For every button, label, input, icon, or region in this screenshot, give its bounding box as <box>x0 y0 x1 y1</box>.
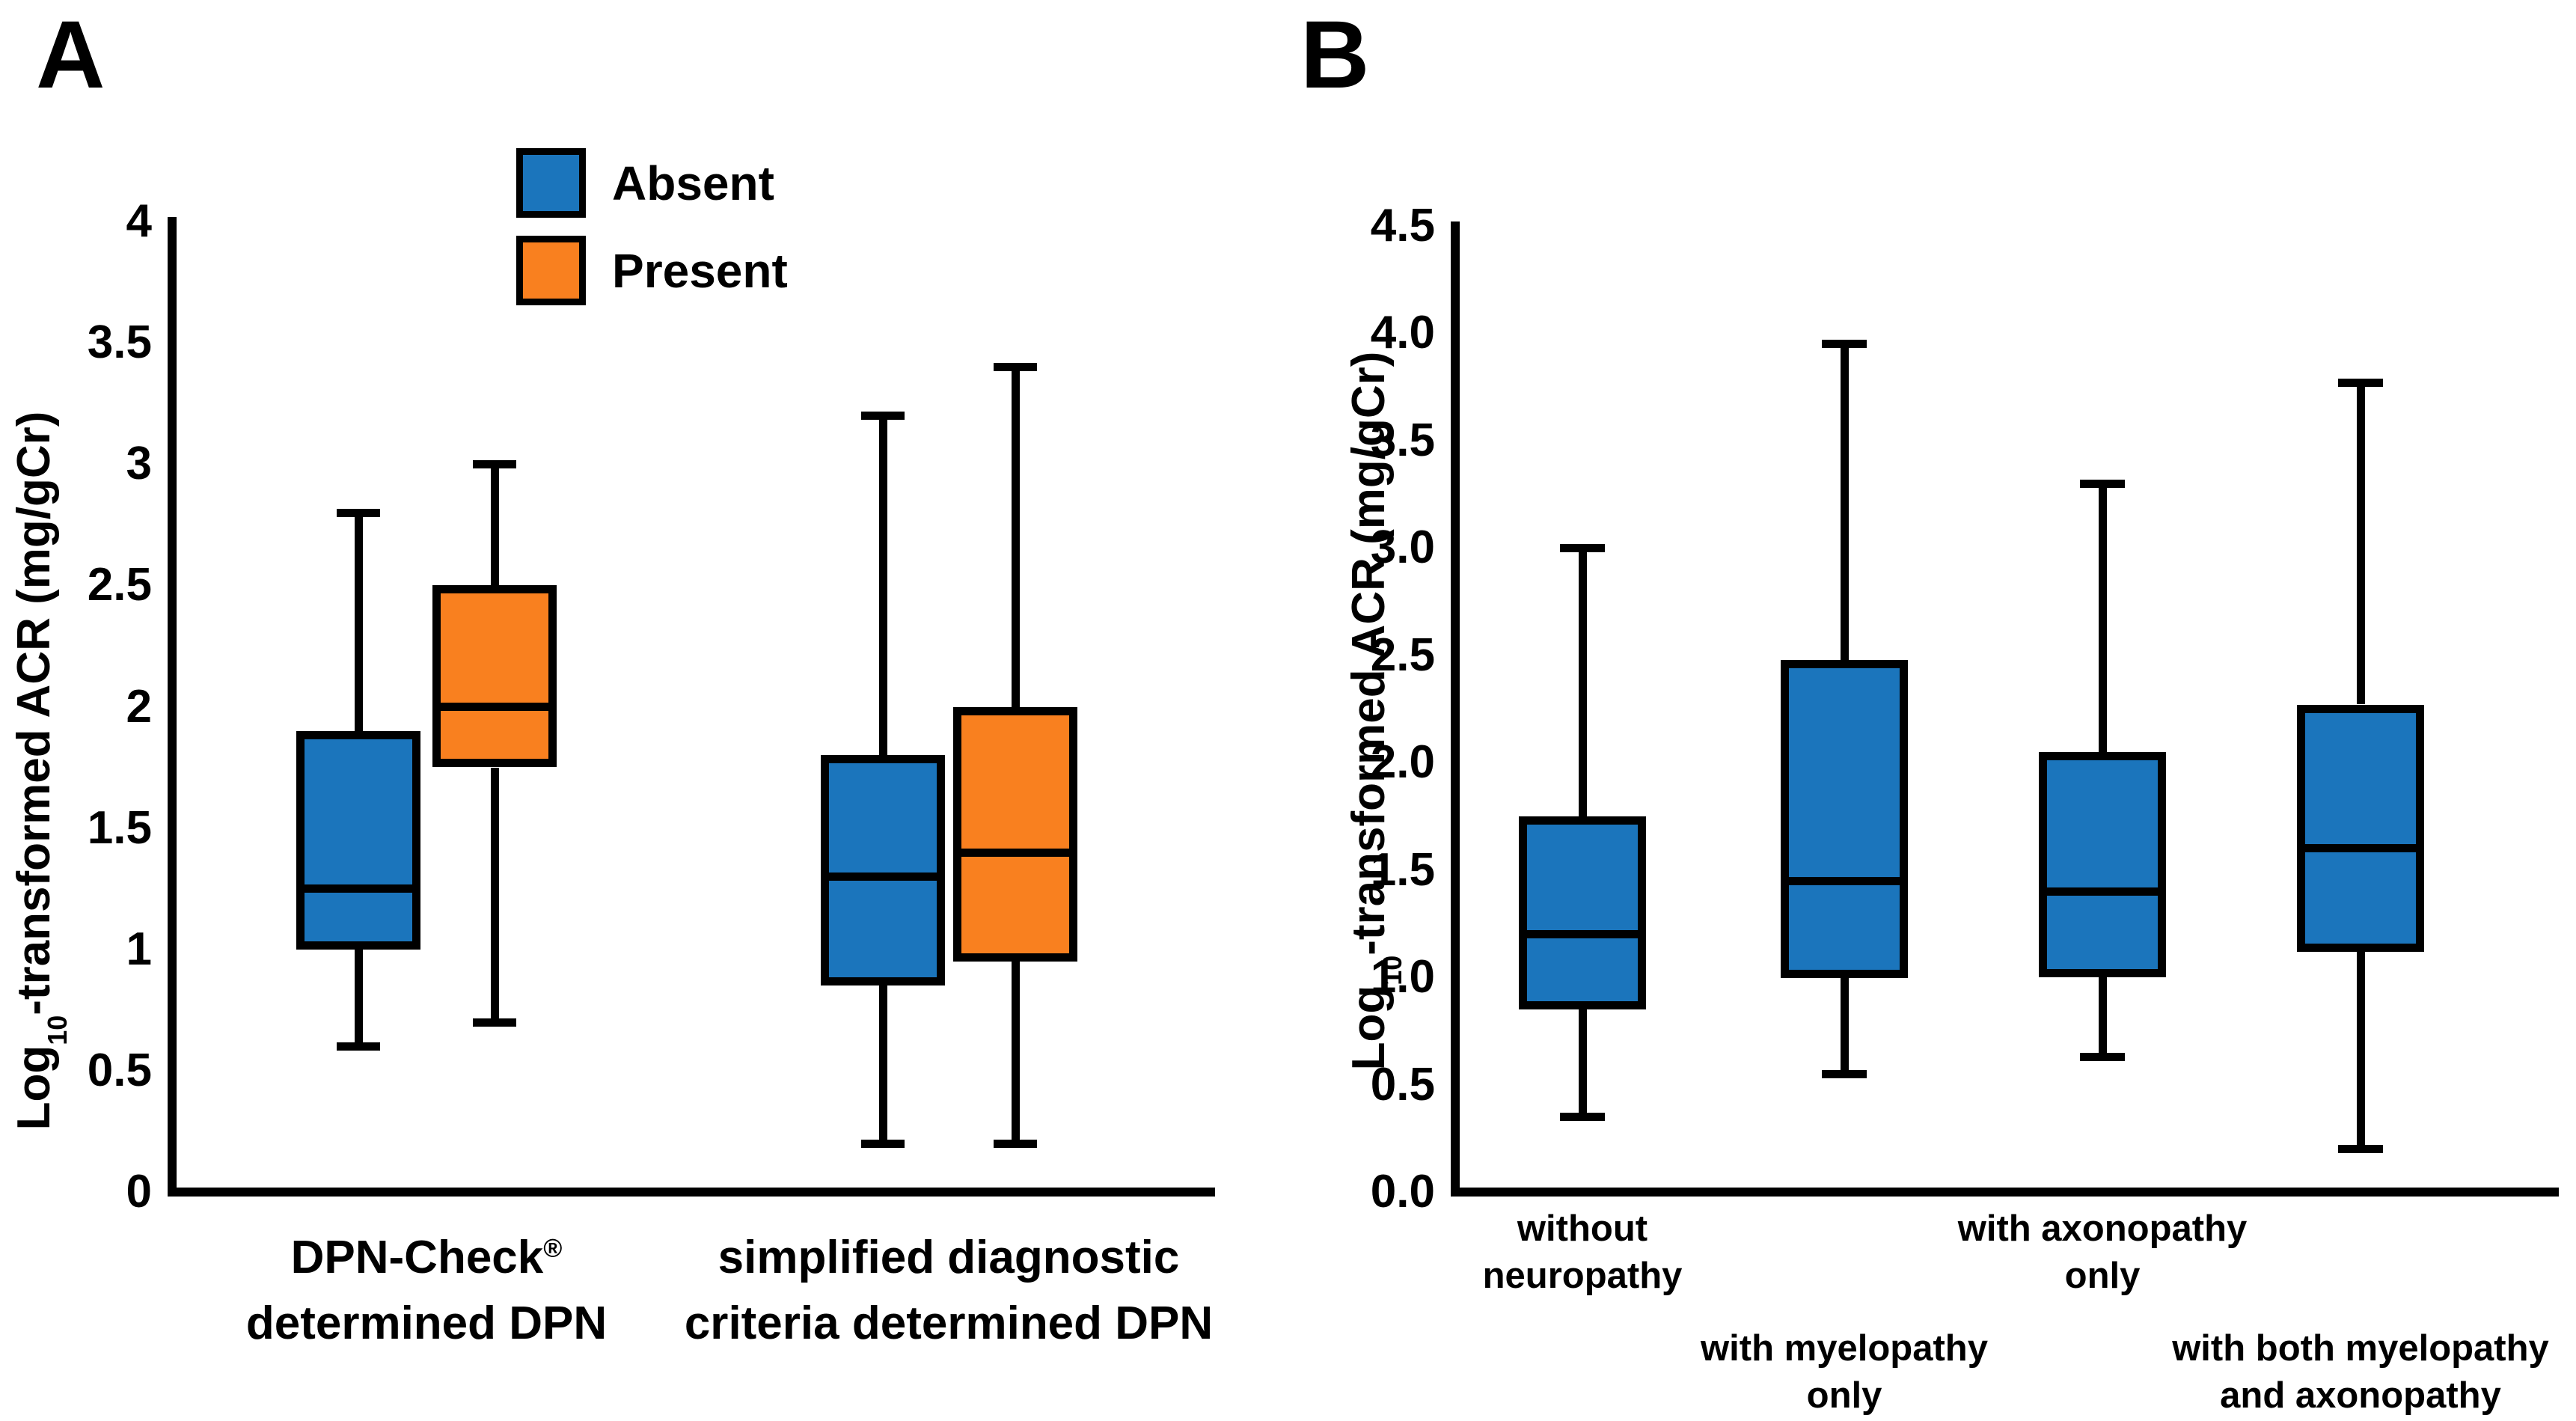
panel-b-without-neuropathy-upper-whisker-cap <box>1560 544 1605 552</box>
group2-absent-median-line <box>821 873 945 881</box>
group1-absent-lower-whisker <box>355 950 363 1047</box>
group2-present-lower-whisker-cap <box>994 1140 1037 1148</box>
panel-a-y-tick-label: 4 <box>126 195 152 247</box>
panel-b-x-category-label: and axonopathy <box>2220 1375 2501 1416</box>
panel-b-y-tick-label: 2.0 <box>1370 736 1435 788</box>
panel-a-x-axis-line <box>168 1188 1215 1197</box>
panel-a-y-tick-label: 2.5 <box>87 559 152 611</box>
panel-a-x-category-label: criteria determined DPN <box>684 1298 1214 1349</box>
panel-b-with-both-myelopathy-and-axonopathy-upper-whisker <box>2357 382 2365 704</box>
panel-b-y-tick-label: 1.5 <box>1370 844 1435 896</box>
group2-absent-upper-whisker-cap <box>861 412 905 420</box>
panel-b-with-myelopathy-only-lower-whisker <box>1841 977 1849 1074</box>
panel-a-y-tick-label: 1 <box>126 923 152 975</box>
panel-b-with-axonopathy-only-box <box>2039 752 2166 977</box>
group1-present-upper-whisker <box>491 464 499 585</box>
group1-absent-upper-whisker-cap <box>337 509 380 517</box>
legend-label-absent: Absent <box>612 156 774 210</box>
legend-label-present: Present <box>612 244 788 298</box>
group1-absent-upper-whisker <box>355 513 363 731</box>
panel-b-with-both-myelopathy-and-axonopathy-box <box>2297 705 2424 952</box>
panel-a-y-axis-line <box>168 217 177 1197</box>
group1-absent-median-line <box>296 884 420 893</box>
panel-b-with-axonopathy-only-median-line <box>2039 887 2166 896</box>
panel-b-y-tick-label: 4.0 <box>1370 307 1435 358</box>
panel-b-with-axonopathy-only-upper-whisker <box>2099 483 2107 752</box>
panel-b-y-tick-label: 0.0 <box>1370 1166 1435 1217</box>
group2-absent-lower-whisker <box>879 985 887 1143</box>
group1-absent-lower-whisker-cap <box>337 1042 380 1051</box>
panel-b-x-category-label: with axonopathy <box>1957 1208 2248 1249</box>
panel-b-with-both-myelopathy-and-axonopathy-upper-whisker-cap <box>2338 379 2383 387</box>
panel-b-with-both-myelopathy-and-axonopathy-lower-whisker <box>2357 952 2365 1149</box>
panel-b-without-neuropathy-lower-whisker <box>1579 1009 1587 1116</box>
panel-b-x-category-label: with both myelopathy <box>2172 1328 2549 1369</box>
legend-swatch-absent <box>516 148 586 218</box>
group1-absent-box <box>296 731 420 950</box>
panel-b-x-category-label: only <box>2064 1256 2141 1296</box>
panel-a-x-category-label: simplified diagnostic <box>718 1232 1180 1283</box>
panel-b-x-category-label: neuropathy <box>1482 1256 1683 1296</box>
panel-b-y-tick-label: 3.0 <box>1370 522 1435 573</box>
panel-a-y-tick-label: 3 <box>126 438 152 489</box>
group2-present-median-line <box>953 849 1077 857</box>
panel-b-with-axonopathy-only-upper-whisker-cap <box>2080 480 2125 488</box>
panel-a-y-tick-label: 2 <box>126 681 152 733</box>
panel-b-with-axonopathy-only-lower-whisker <box>2099 977 2107 1057</box>
panel-b-without-neuropathy-upper-whisker <box>1579 548 1587 816</box>
group1-present-box <box>432 585 557 767</box>
panel-b-with-both-myelopathy-and-axonopathy-median-line <box>2297 844 2424 852</box>
group2-absent-upper-whisker <box>879 415 887 755</box>
group1-present-lower-whisker-cap <box>473 1018 516 1027</box>
panel-b-y-tick-label: 1.0 <box>1370 951 1435 1003</box>
panel-b-y-tick-label: 4.5 <box>1370 200 1435 251</box>
panel-a-y-axis-label: Log10-transformed ACR (mg/gCr) <box>8 411 73 1131</box>
panel-a-x-category-label: DPN-Check® <box>290 1232 563 1283</box>
group1-present-median-line <box>432 703 557 711</box>
panel-b-y-tick-label: 2.5 <box>1370 629 1435 681</box>
panel-b-with-myelopathy-only-box <box>1781 660 1908 978</box>
panel-a-y-tick-label: 3.5 <box>87 317 152 368</box>
group2-absent-lower-whisker-cap <box>861 1140 905 1148</box>
panel-b-y-tick-label: 3.5 <box>1370 415 1435 466</box>
panel-a-y-tick-label: 0 <box>126 1166 152 1217</box>
panel-a-y-tick-label: 0.5 <box>87 1045 152 1096</box>
panel-b-with-axonopathy-only-lower-whisker-cap <box>2080 1053 2125 1061</box>
group1-present-upper-whisker-cap <box>473 460 516 468</box>
legend-swatch-present <box>516 236 586 305</box>
group2-present-upper-whisker <box>1012 367 1020 707</box>
panel-b-x-category-label: without <box>1517 1208 1648 1249</box>
panel-b-with-myelopathy-only-upper-whisker-cap <box>1822 340 1867 348</box>
group2-present-upper-whisker-cap <box>994 363 1037 371</box>
panel-b-with-myelopathy-only-lower-whisker-cap <box>1822 1070 1867 1078</box>
panel-b-x-axis-line <box>1451 1188 2559 1197</box>
group2-absent-box <box>821 755 945 985</box>
panel-b-without-neuropathy-lower-whisker-cap <box>1560 1113 1605 1121</box>
panel-b-without-neuropathy-box <box>1519 816 1646 1009</box>
panel-b-with-myelopathy-only-upper-whisker <box>1841 344 1849 660</box>
panel-b-with-both-myelopathy-and-axonopathy-lower-whisker-cap <box>2338 1145 2383 1153</box>
panel-b-x-category-label: only <box>1806 1375 1882 1416</box>
panel-b-with-myelopathy-only-median-line <box>1781 877 1908 885</box>
panel-b-without-neuropathy-median-line <box>1519 930 1646 938</box>
group2-present-lower-whisker <box>1012 962 1020 1143</box>
panel-b-x-category-label: with myelopathy <box>1701 1328 1988 1369</box>
panel-a-letter: A <box>36 1 105 109</box>
group1-present-lower-whisker <box>491 768 499 1022</box>
panel-b-letter: B <box>1300 1 1370 109</box>
group2-present-box <box>953 707 1077 962</box>
panel-a-y-tick-label: 1.5 <box>87 802 152 854</box>
panel-b-y-axis-label: Log10-transformed ACR (mg/gCr) <box>1343 351 1408 1071</box>
panel-a-x-category-label: determined DPN <box>245 1298 608 1349</box>
panel-b-y-tick-label: 0.5 <box>1370 1059 1435 1110</box>
panel-b-y-axis-line <box>1451 221 1460 1197</box>
